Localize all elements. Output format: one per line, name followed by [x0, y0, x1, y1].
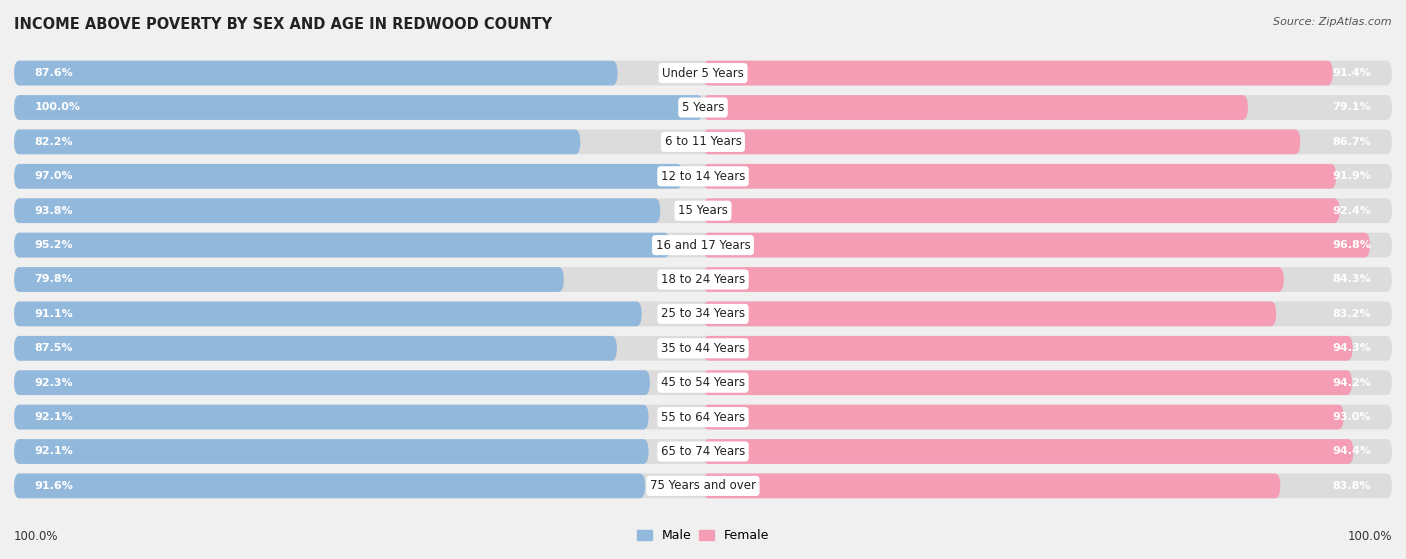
Text: 84.3%: 84.3%: [1333, 274, 1371, 285]
Text: 79.8%: 79.8%: [35, 274, 73, 285]
Text: 91.1%: 91.1%: [35, 309, 73, 319]
FancyBboxPatch shape: [14, 233, 669, 258]
Text: 91.6%: 91.6%: [35, 481, 73, 491]
Text: 96.8%: 96.8%: [1333, 240, 1371, 250]
FancyBboxPatch shape: [14, 130, 1392, 154]
FancyBboxPatch shape: [14, 233, 1392, 258]
Text: 45 to 54 Years: 45 to 54 Years: [661, 376, 745, 389]
FancyBboxPatch shape: [14, 61, 1392, 86]
Text: 12 to 14 Years: 12 to 14 Years: [661, 170, 745, 183]
FancyBboxPatch shape: [14, 405, 1392, 429]
FancyBboxPatch shape: [14, 473, 1392, 498]
Text: 100.0%: 100.0%: [1347, 530, 1392, 543]
Text: 6 to 11 Years: 6 to 11 Years: [665, 135, 741, 148]
FancyBboxPatch shape: [14, 164, 1392, 189]
Text: 25 to 34 Years: 25 to 34 Years: [661, 307, 745, 320]
Text: Source: ZipAtlas.com: Source: ZipAtlas.com: [1274, 17, 1392, 27]
FancyBboxPatch shape: [703, 267, 1284, 292]
Text: 35 to 44 Years: 35 to 44 Years: [661, 342, 745, 355]
FancyBboxPatch shape: [14, 336, 617, 361]
FancyBboxPatch shape: [14, 370, 1392, 395]
Text: 79.1%: 79.1%: [1333, 102, 1371, 112]
FancyBboxPatch shape: [14, 267, 1392, 292]
Text: 94.3%: 94.3%: [1333, 343, 1371, 353]
FancyBboxPatch shape: [14, 370, 650, 395]
Text: 16 and 17 Years: 16 and 17 Years: [655, 239, 751, 252]
Text: 94.4%: 94.4%: [1333, 447, 1371, 457]
Text: 5 Years: 5 Years: [682, 101, 724, 114]
Text: 92.1%: 92.1%: [35, 412, 73, 422]
Text: 100.0%: 100.0%: [14, 530, 59, 543]
Text: 83.2%: 83.2%: [1333, 309, 1371, 319]
FancyBboxPatch shape: [703, 301, 1277, 326]
Text: 92.3%: 92.3%: [35, 378, 73, 388]
FancyBboxPatch shape: [14, 61, 617, 86]
FancyBboxPatch shape: [14, 198, 1392, 223]
FancyBboxPatch shape: [14, 267, 564, 292]
Text: 93.8%: 93.8%: [35, 206, 73, 216]
Text: 82.2%: 82.2%: [35, 137, 73, 147]
FancyBboxPatch shape: [14, 95, 703, 120]
Text: 93.0%: 93.0%: [1333, 412, 1371, 422]
Text: 86.7%: 86.7%: [1333, 137, 1371, 147]
FancyBboxPatch shape: [14, 301, 641, 326]
Text: 95.2%: 95.2%: [35, 240, 73, 250]
FancyBboxPatch shape: [14, 198, 661, 223]
FancyBboxPatch shape: [703, 95, 1249, 120]
Text: 83.8%: 83.8%: [1333, 481, 1371, 491]
FancyBboxPatch shape: [14, 164, 682, 189]
FancyBboxPatch shape: [14, 336, 1392, 361]
FancyBboxPatch shape: [14, 405, 648, 429]
FancyBboxPatch shape: [703, 198, 1340, 223]
FancyBboxPatch shape: [703, 61, 1333, 86]
Legend: Male, Female: Male, Female: [631, 524, 775, 547]
Text: 91.9%: 91.9%: [1333, 171, 1371, 181]
Text: 92.4%: 92.4%: [1333, 206, 1371, 216]
FancyBboxPatch shape: [14, 301, 1392, 326]
FancyBboxPatch shape: [703, 130, 1301, 154]
Text: 100.0%: 100.0%: [35, 102, 80, 112]
FancyBboxPatch shape: [703, 439, 1354, 464]
Text: 65 to 74 Years: 65 to 74 Years: [661, 445, 745, 458]
Text: 75 Years and over: 75 Years and over: [650, 480, 756, 492]
Text: 55 to 64 Years: 55 to 64 Years: [661, 411, 745, 424]
Text: 91.4%: 91.4%: [1333, 68, 1371, 78]
Text: 18 to 24 Years: 18 to 24 Years: [661, 273, 745, 286]
FancyBboxPatch shape: [14, 439, 1392, 464]
Text: 92.1%: 92.1%: [35, 447, 73, 457]
FancyBboxPatch shape: [703, 336, 1353, 361]
FancyBboxPatch shape: [703, 233, 1369, 258]
FancyBboxPatch shape: [703, 370, 1353, 395]
Text: 87.6%: 87.6%: [35, 68, 73, 78]
Text: 87.5%: 87.5%: [35, 343, 73, 353]
Text: 94.2%: 94.2%: [1333, 378, 1371, 388]
Text: 97.0%: 97.0%: [35, 171, 73, 181]
FancyBboxPatch shape: [703, 164, 1336, 189]
FancyBboxPatch shape: [14, 130, 581, 154]
FancyBboxPatch shape: [14, 473, 645, 498]
Text: INCOME ABOVE POVERTY BY SEX AND AGE IN REDWOOD COUNTY: INCOME ABOVE POVERTY BY SEX AND AGE IN R…: [14, 17, 553, 32]
FancyBboxPatch shape: [703, 473, 1281, 498]
FancyBboxPatch shape: [14, 95, 1392, 120]
FancyBboxPatch shape: [14, 439, 648, 464]
FancyBboxPatch shape: [703, 405, 1344, 429]
Text: Under 5 Years: Under 5 Years: [662, 67, 744, 79]
Text: 15 Years: 15 Years: [678, 204, 728, 217]
